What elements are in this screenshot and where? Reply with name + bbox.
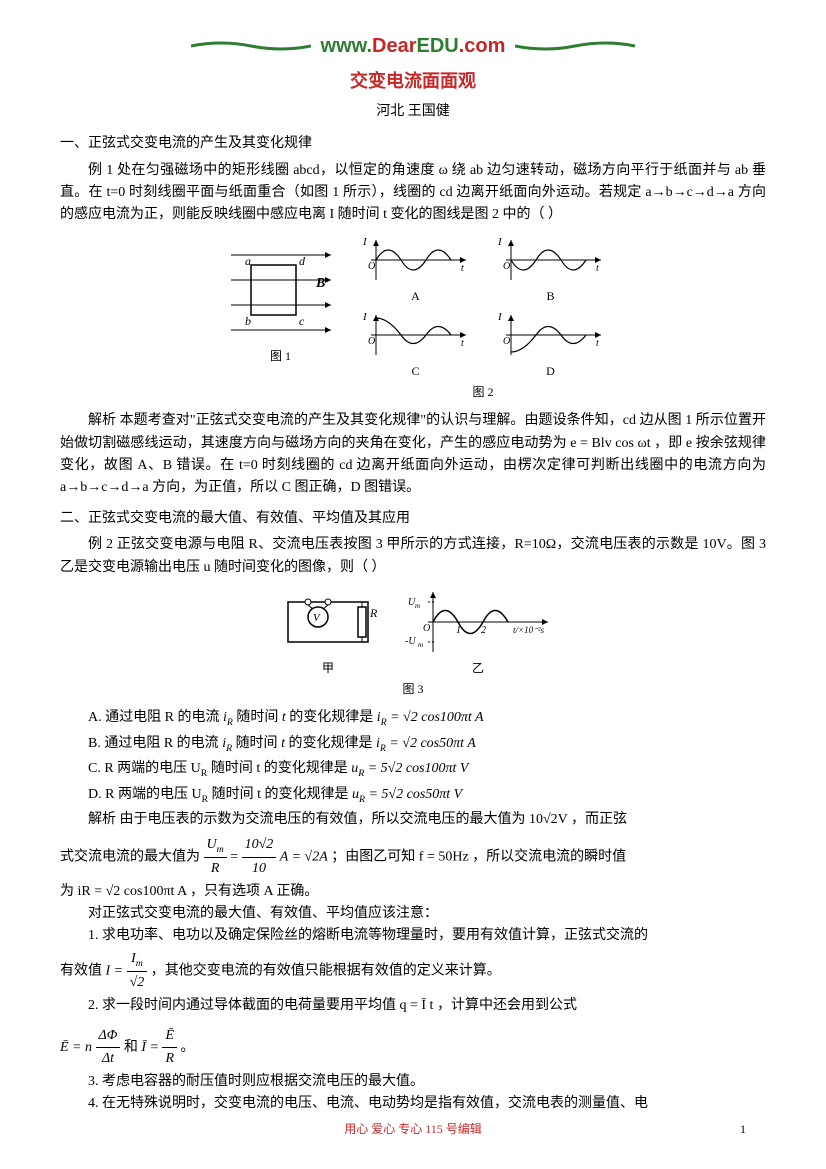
example2-body: 正弦交变电源与电阻 R、交流电压表按图 3 甲所示的方式连接，R=10Ω，交流电… <box>60 537 766 574</box>
note-3: 3. 考虑电容器的耐压值时则应根据交流电压的最大值。 <box>60 1071 766 1093</box>
footer-text: 用心 爱心 专心 115 号编辑 <box>344 1122 482 1136</box>
example1-label: 例 1 <box>88 163 113 178</box>
analysis2-label: 解析 <box>88 812 116 827</box>
fig3-left-label: 甲 <box>322 659 334 678</box>
flourish-left-icon <box>191 40 311 52</box>
svg-text:I: I <box>362 236 368 248</box>
svg-text:O: O <box>423 623 430 634</box>
figure-1: a d b c B 图 1 <box>221 235 341 366</box>
footer: 用心 爱心 专心 115 号编辑 <box>0 1120 826 1139</box>
option-c-label: C <box>411 362 419 381</box>
fraction-im-sqrt2: Im√2 <box>127 948 148 995</box>
figure-3-block: V R 甲 Um O -Um t/×10⁻²s <box>60 587 766 699</box>
option-d: D. R 两端的电压 UR 随时间 t 的变化规律是 uR = 5√2 cos5… <box>88 784 766 807</box>
svg-text:b: b <box>245 314 251 328</box>
svg-text:O: O <box>503 336 510 347</box>
fraction-ebar-r: ĒR <box>162 1025 177 1071</box>
option-b-label: B <box>546 287 554 306</box>
svg-text:d: d <box>299 254 306 268</box>
option-d-label: D <box>546 362 555 381</box>
analysis1-body: 本题考查对"正弦式交变电流的产生及其变化规律"的认识与理解。由题设条件知，cd … <box>60 413 766 495</box>
fig3-label: 图 3 <box>60 680 766 699</box>
graph-b-svg: I O t <box>496 235 606 285</box>
analysis2-line3: 为 iR = √2 cos100πt A ，只有选项 A 正确。 <box>60 881 766 903</box>
svg-text:I: I <box>497 236 503 248</box>
note1-label: 有效值 <box>60 963 102 978</box>
svg-text:I: I <box>497 311 503 323</box>
figure-1-svg: a d b c B <box>221 235 341 345</box>
page-title: 交变电流面面观 <box>60 67 766 96</box>
svg-text:m: m <box>418 641 423 649</box>
analysis2-line1: 解析 由于电压表的示数为交流电压的有效值，所以交流电压的最大值为 10√2V ，… <box>60 809 766 831</box>
logo-www: www. <box>321 35 372 57</box>
option-a-label: A <box>411 287 420 306</box>
note-2: 2. 求一段时间内通过导体截面的电荷量要用平均值 q = Ī t ，计算中还会用… <box>60 995 766 1017</box>
logo-dear: Dear <box>372 35 416 57</box>
graph-c-svg: I O t <box>361 310 471 360</box>
svg-text:a: a <box>245 254 251 268</box>
example1-body: 处在匀强磁场中的矩形线圈 abcd，以恒定的角速度 ω 绕 ab 边匀速转动，磁… <box>60 163 766 223</box>
svg-text:t: t <box>461 263 464 274</box>
svg-text:t: t <box>461 338 464 349</box>
analysis2-body3: ；由图乙可知 f = 50Hz ，所以交流电流的瞬时值 <box>331 849 626 864</box>
circuit-svg: V R <box>273 587 383 657</box>
fraction-um-r: UmR <box>204 834 227 881</box>
graph-d-svg: I O t <box>496 310 606 360</box>
author: 河北 王国健 <box>60 101 766 123</box>
svg-text:2: 2 <box>481 625 486 636</box>
section2-heading: 二、正弦式交变电流的最大值、有效值、平均值及其应用 <box>60 508 766 530</box>
figure-1-2-block: a d b c B 图 1 I O t <box>60 235 766 403</box>
note-1-line2: 有效值 I = Im√2 ，其他交变电流的有效值只能根据有效值的定义来计算。 <box>60 948 766 995</box>
svg-text:-U: -U <box>405 636 416 647</box>
note-4: 4. 在无特殊说明时，交变电流的电压、电流、电动势均是指有效值，交流电表的测量值… <box>60 1093 766 1115</box>
note1-suffix: ，其他交变电流的有效值只能根据有效值的定义来计算。 <box>151 963 501 978</box>
example2-label: 例 2 <box>88 537 113 552</box>
example2-text: 例 2 正弦交变电源与电阻 R、交流电压表按图 3 甲所示的方式连接，R=10Ω… <box>60 534 766 579</box>
analysis1-label: 解析 <box>88 413 116 428</box>
figure-2: I O t A I O t <box>361 235 606 403</box>
example1-text: 例 1 处在匀强磁场中的矩形线圈 abcd，以恒定的角速度 ω 绕 ab 边匀速… <box>60 160 766 227</box>
svg-text:t/×10⁻²s: t/×10⁻²s <box>513 625 545 635</box>
analysis2-body1: 由于电压表的示数为交流电压的有效值，所以交流电压的最大值为 10√2V ，而正弦 <box>116 812 627 827</box>
fraction-dphi-dt: ΔΦΔt <box>96 1025 121 1071</box>
voltage-graph-svg: Um O -Um t/×10⁻²s 1 2 <box>403 587 553 657</box>
svg-text:c: c <box>299 314 305 328</box>
note-1-line1: 1. 求电功率、电功以及确定保险丝的熔断电流等物理量时，要用有效值计算，正弦式交… <box>60 925 766 947</box>
svg-text:O: O <box>503 261 510 272</box>
option-b: B. 通过电阻 R 的电流 iR 随时间 t 的变化规律是 iR = √2 co… <box>88 733 766 756</box>
svg-text:t: t <box>596 338 599 349</box>
note2-and: 和 <box>124 1040 138 1055</box>
figure-3-left: V R 甲 <box>273 587 383 678</box>
graph-a-svg: I O t <box>361 235 471 285</box>
logo: www.DearEDU.com <box>321 30 506 62</box>
svg-text:1: 1 <box>456 625 461 636</box>
logo-com: .com <box>459 35 506 57</box>
fig3-right-label: 乙 <box>472 659 484 678</box>
flourish-right-icon <box>515 40 635 52</box>
header-flourish: www.DearEDU.com <box>60 30 766 62</box>
fig1-label: 图 1 <box>270 347 291 366</box>
option-c: C. R 两端的电压 UR 随时间 t 的变化规律是 uR = 5√2 cos1… <box>88 758 766 781</box>
analysis1-text: 解析 本题考查对"正弦式交变电流的产生及其变化规律"的认识与理解。由题设条件知，… <box>60 410 766 500</box>
section1-heading: 一、正弦式交变电流的产生及其变化规律 <box>60 133 766 155</box>
svg-text:O: O <box>368 261 375 272</box>
note-2-formula: Ē = n ΔΦΔt 和 Ī = ĒR 。 <box>60 1025 766 1071</box>
svg-text:I: I <box>362 311 368 323</box>
figure-3-right: Um O -Um t/×10⁻²s 1 2 乙 <box>403 587 553 678</box>
analysis2-line2: 式交流电流的最大值为 UmR = 10√210 A = √2A ；由图乙可知 f… <box>60 834 766 881</box>
page-number: 1 <box>740 1120 746 1139</box>
analysis2-body2: 式交流电流的最大值为 <box>60 849 200 864</box>
svg-text:O: O <box>368 336 375 347</box>
svg-text:m: m <box>415 602 420 610</box>
note-intro: 对正弦式交变电流的最大值、有效值、平均值应该注意： <box>60 903 766 925</box>
fraction-10sqrt2-10: 10√210 <box>242 834 277 880</box>
fig2-label: 图 2 <box>472 383 493 402</box>
logo-edu: EDU <box>417 35 459 57</box>
svg-text:t: t <box>596 263 599 274</box>
svg-text:B: B <box>315 276 325 291</box>
option-a: A. 通过电阻 R 的电流 iR 随时间 t 的变化规律是 iR = √2 co… <box>88 707 766 730</box>
svg-text:R: R <box>369 606 378 620</box>
